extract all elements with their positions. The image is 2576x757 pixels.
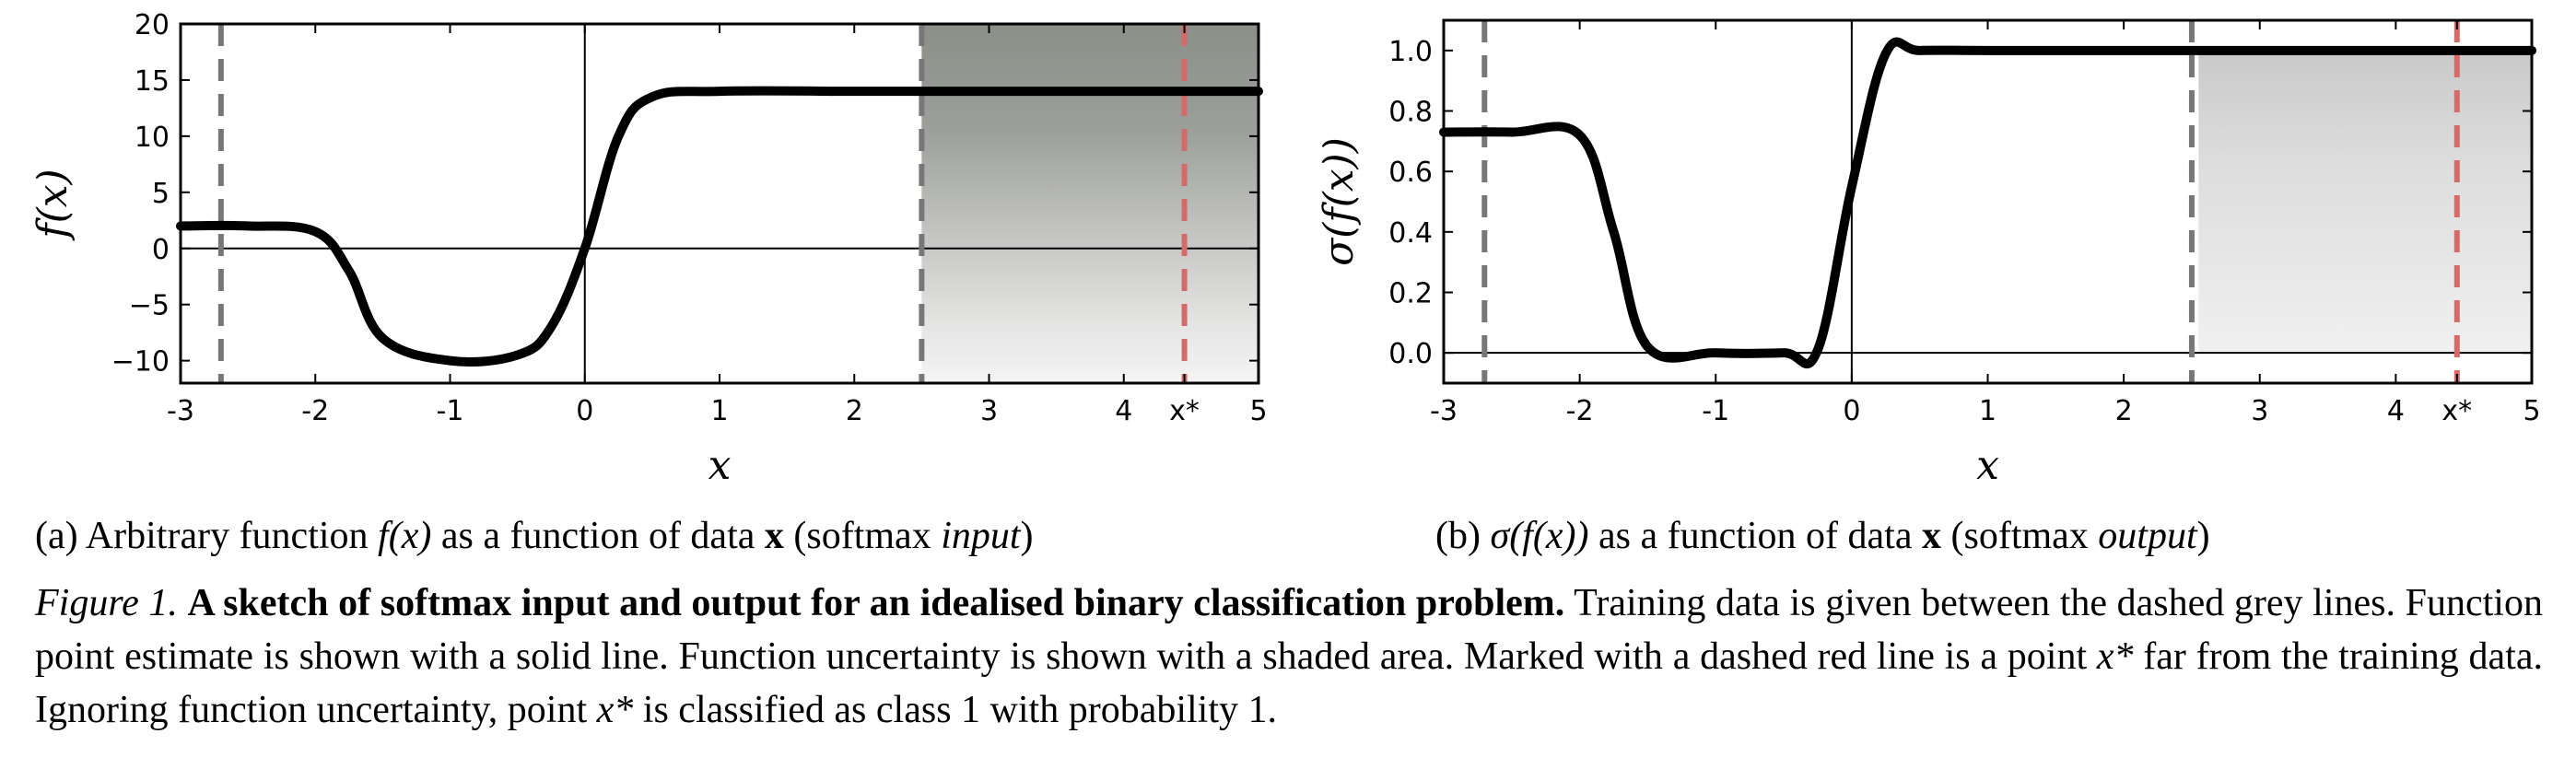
x-axis-label: x — [1976, 442, 1999, 489]
caption-b-em: output — [2098, 515, 2197, 557]
y-tick-label: −10 — [111, 346, 170, 378]
caption-xstar-2: x* — [596, 689, 634, 731]
caption-text-3: is classified as class 1 with probabilit… — [633, 689, 1278, 731]
x-tick-label: 0 — [576, 395, 593, 427]
panel-b: -3 -2 -1 0 1 2 3 4 x* 5 1.0 0.8 0.6 0.4 0.2 0.0 x σ(f(x)) — [1316, 18, 2541, 489]
figure-caption: Figure 1. A sketch of softmax input and … — [35, 576, 2543, 737]
function-curve — [1439, 37, 2536, 368]
caption-text-2: far from the training data. Ignoring fun… — [35, 635, 2543, 731]
caption-a-suffix-open: (softmax — [783, 515, 942, 557]
x-tick-label: -3 — [1430, 395, 1458, 427]
y-tick-label: 0.2 — [1388, 278, 1433, 310]
x-tick-label: 0 — [1843, 395, 1860, 427]
y-axis-label: f(x) — [29, 169, 76, 240]
y-tick-label: 0 — [152, 234, 170, 266]
caption-b-suffix-close: ) — [2196, 515, 2210, 557]
caption-a-x: x — [764, 515, 784, 557]
caption-a-em: input — [941, 515, 1021, 557]
x-tick-label: -1 — [1702, 395, 1729, 427]
uncertainty-band — [921, 24, 1259, 383]
x-tick-label: 4 — [2387, 395, 2405, 427]
y-tick-label: 0.6 — [1388, 157, 1433, 189]
caption-b-prefix: (b) — [1435, 515, 1491, 557]
x-tick-label: x* — [1169, 395, 1200, 427]
y-tick-label: 0.8 — [1388, 97, 1433, 129]
figure-title: A sketch of softmax input and output for… — [187, 582, 1565, 624]
x-tick-label: 2 — [2115, 395, 2133, 427]
x-axis-label: x — [708, 442, 732, 489]
x-tick-label: 2 — [846, 395, 863, 427]
y-tick-label: −5 — [129, 290, 170, 322]
x-tick-label: -2 — [301, 395, 329, 427]
caption-b-suffix-open: (softmax — [1941, 515, 2099, 557]
x-tick-label: 1 — [710, 395, 728, 427]
caption-b-func: σ(f(x)) — [1490, 515, 1589, 557]
caption-xstar-1: x* — [2096, 635, 2134, 678]
x-tick-label: 1 — [1979, 395, 1996, 427]
panel-a-caption: (a) Arbitrary function f(x) as a functio… — [35, 514, 1034, 558]
y-axis-label: σ(f(x)) — [1316, 137, 1363, 266]
uncertainty-band — [2198, 50, 2532, 354]
panel-a: -3 -2 -1 0 1 2 3 4 x* 5 20 15 10 5 0 −5 −10 x f(x) — [29, 9, 1268, 489]
y-tick-label: 10 — [135, 122, 170, 154]
caption-a-prefix: (a) Arbitrary function — [35, 515, 379, 557]
x-tick-label: -2 — [1566, 395, 1594, 427]
figure-label: Figure 1. — [35, 582, 178, 624]
y-tick-label: 20 — [135, 9, 170, 41]
y-tick-label: 0.0 — [1388, 338, 1433, 370]
caption-text-1: Training data is given between the dashe… — [35, 582, 2543, 678]
y-tick-label: 5 — [152, 178, 170, 210]
x-tick-label: 5 — [2523, 395, 2540, 427]
x-tick-label: 4 — [1115, 395, 1132, 427]
x-tick-label: 3 — [980, 395, 998, 427]
caption-a-suffix-close: ) — [1020, 515, 1034, 557]
x-tick-label: 3 — [2251, 395, 2268, 427]
caption-a-middle: as a function of data — [431, 515, 765, 557]
y-tick-label: 1.0 — [1388, 36, 1433, 68]
panel-b-caption: (b) σ(f(x)) as a function of data x (sof… — [1435, 514, 2210, 558]
x-tick-label: -1 — [437, 395, 464, 427]
function-curve — [176, 86, 1263, 367]
caption-a-func: f(x) — [378, 515, 432, 557]
y-tick-label: 15 — [135, 65, 170, 98]
caption-b-middle: as a function of data — [1588, 515, 1922, 557]
x-tick-label: 5 — [1249, 395, 1267, 427]
x-tick-label: x* — [2441, 395, 2472, 427]
caption-b-x: x — [1922, 515, 1941, 557]
y-tick-label: 0.4 — [1388, 217, 1433, 250]
x-tick-label: -3 — [167, 395, 194, 427]
